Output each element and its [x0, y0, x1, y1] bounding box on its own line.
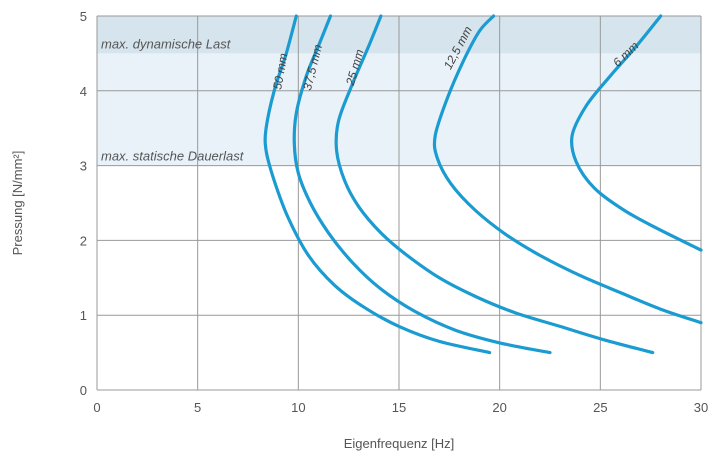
x-tick-label: 5	[194, 400, 201, 415]
y-tick-label: 0	[80, 383, 87, 398]
series-label: 50 mm	[270, 52, 290, 91]
y-tick-label: 5	[80, 9, 87, 24]
band-label: max. statische Dauerlast	[101, 149, 245, 164]
y-tick-label: 1	[80, 308, 87, 323]
x-axis-label: Eigenfrequenz [Hz]	[344, 436, 455, 451]
y-tick-label: 2	[80, 233, 87, 248]
x-tick-label: 30	[694, 400, 708, 415]
series-line	[334, 14, 655, 355]
series-line	[292, 14, 552, 355]
x-tick-label: 0	[93, 400, 100, 415]
series-line	[569, 14, 703, 252]
x-tick-label: 15	[392, 400, 406, 415]
band-label: max. dynamische Last	[101, 36, 232, 51]
y-tick-label: 4	[80, 84, 87, 99]
series-line	[432, 14, 703, 325]
series-line	[263, 14, 492, 355]
x-tick-label: 10	[291, 400, 305, 415]
x-tick-label: 25	[593, 400, 607, 415]
y-axis-label: Pressung [N/mm²]	[10, 151, 25, 256]
x-tick-label: 20	[492, 400, 506, 415]
y-tick-label: 3	[80, 159, 87, 174]
